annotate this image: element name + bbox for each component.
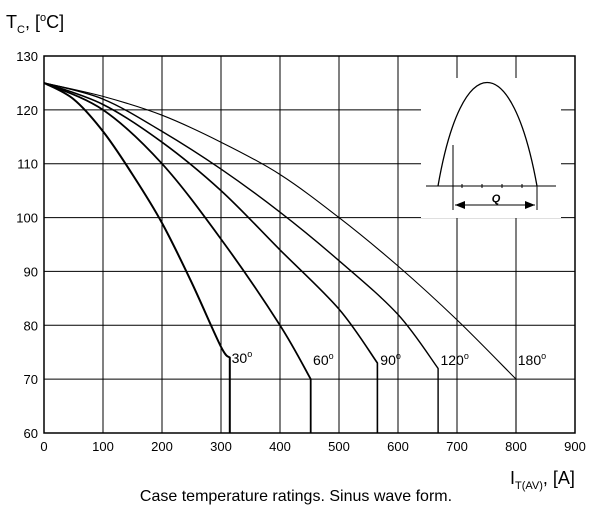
series-line-90: [43, 82, 379, 433]
y-axis-title: TC, [oC]: [6, 12, 64, 36]
curve-label-30: 30o: [232, 349, 253, 366]
x-tick-label: 500: [328, 439, 350, 454]
y-tick-label: 110: [17, 157, 38, 172]
y-tick-label: 70: [24, 372, 38, 387]
inset-sine-halfwave: [437, 82, 538, 187]
series-line-120: [43, 82, 439, 433]
inset-angle-label: Q: [492, 193, 501, 205]
axes: 0 100 200 300 400 500 600 700 800 900 60 70 80 90 100 1…: [16, 49, 586, 454]
curve-label-90: 90o: [380, 351, 401, 368]
y-tick-label: 60: [24, 426, 38, 441]
x-tick-label: 900: [564, 439, 586, 454]
x-tick-label: 400: [269, 439, 291, 454]
x-tick-label: 700: [446, 439, 468, 454]
y-tick-label: 120: [16, 103, 38, 118]
inset-waveform: Q: [426, 82, 556, 210]
y-tick-label: 80: [24, 318, 38, 333]
inset-tick-marks: [461, 184, 523, 188]
series-line-60: [43, 82, 312, 433]
x-tick-label: 300: [210, 439, 232, 454]
curve-label-60: 60o: [313, 351, 334, 368]
curve-label-120: 120o: [440, 351, 468, 368]
y-tick-label: 130: [16, 49, 38, 64]
inset-arrowhead-left: [455, 201, 465, 209]
y-tick-label: 90: [24, 264, 38, 279]
x-axis-title: IT(AV), [A]: [510, 468, 575, 492]
figure-caption: Case temperature ratings. Sinus wave for…: [139, 488, 453, 505]
curves: [43, 82, 517, 433]
series-line-30: [43, 82, 231, 433]
y-tick-label: 100: [16, 211, 38, 226]
inset-arrowhead-right: [525, 201, 535, 209]
inset-background: [421, 78, 561, 218]
series-line-180: [43, 82, 517, 433]
x-tick-label: 800: [505, 439, 527, 454]
plot-frame: [43, 55, 576, 434]
x-tick-label: 100: [92, 439, 114, 454]
curve-label-180: 180o: [518, 351, 546, 368]
curve-labels: 30o 60o 90o 120o 180o: [232, 349, 547, 368]
x-tick-label: 200: [151, 439, 173, 454]
x-tick-label: 0: [40, 439, 47, 454]
x-tick-label: 600: [387, 439, 409, 454]
